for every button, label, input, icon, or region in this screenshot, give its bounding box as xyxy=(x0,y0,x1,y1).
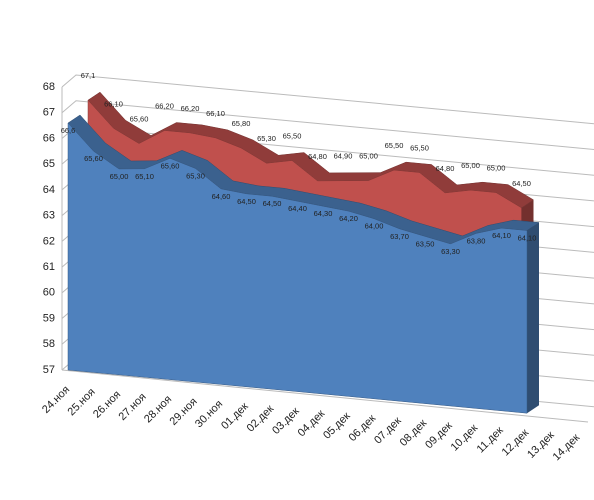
area-side xyxy=(527,222,539,414)
data-label: 64,00 xyxy=(365,222,384,231)
data-label: 64,40 xyxy=(288,204,307,213)
data-label: 65,00 xyxy=(110,172,129,181)
data-label: 65,00 xyxy=(359,152,378,161)
grid-line xyxy=(61,100,594,150)
data-label: 63,50 xyxy=(416,239,435,248)
data-label: 67,1 xyxy=(81,71,96,80)
data-label: 63,30 xyxy=(441,247,460,256)
data-label: 64,50 xyxy=(237,197,256,206)
y-tick-label: 64 xyxy=(43,184,55,196)
data-label: 65,60 xyxy=(130,115,149,124)
x-tick-label: 14.дек xyxy=(551,432,583,464)
y-tick-label: 58 xyxy=(43,338,55,350)
data-label: 66,10 xyxy=(104,99,123,108)
grid-line xyxy=(61,74,594,125)
data-label: 65,60 xyxy=(84,154,103,163)
data-label: 65,50 xyxy=(283,132,302,141)
y-tick-label: 66 xyxy=(43,132,55,144)
data-label: 65,60 xyxy=(161,161,180,170)
data-label: 64,80 xyxy=(308,152,327,161)
data-label: 64,30 xyxy=(314,209,333,218)
data-label: 65,30 xyxy=(186,171,205,180)
data-label: 66,20 xyxy=(155,101,174,110)
data-label: 64,60 xyxy=(212,192,231,201)
data-label: 64,50 xyxy=(512,179,531,188)
data-label: 66,6 xyxy=(61,126,76,135)
area xyxy=(67,122,528,414)
data-label: 65,50 xyxy=(410,144,429,153)
data-label: 65,00 xyxy=(461,161,480,170)
data-label: 66,10 xyxy=(206,109,225,118)
data-label: 64,10 xyxy=(518,234,537,243)
y-tick-label: 67 xyxy=(43,107,55,119)
y-tick-label: 62 xyxy=(43,235,55,247)
data-label: 64,50 xyxy=(263,199,282,208)
data-label: 66,20 xyxy=(181,104,200,113)
y-tick-label: 68 xyxy=(43,81,55,93)
data-label: 65,00 xyxy=(487,164,506,173)
y-tick-label: 59 xyxy=(43,312,55,324)
data-label: 65,80 xyxy=(232,119,251,128)
data-label: 64,90 xyxy=(334,152,353,161)
data-label: 65,50 xyxy=(385,141,404,150)
x-axis xyxy=(61,369,589,423)
data-label: 65,10 xyxy=(135,172,154,181)
data-label: 64,80 xyxy=(436,164,455,173)
data-label: 65,30 xyxy=(257,134,276,143)
data-label: 63,70 xyxy=(390,232,409,241)
data-label: 64,20 xyxy=(339,214,358,223)
data-label: 64,10 xyxy=(492,231,511,240)
y-tick-label: 63 xyxy=(43,210,55,222)
y-tick-label: 61 xyxy=(43,261,55,273)
data-label: 63,80 xyxy=(467,236,486,245)
y-tick-label: 57 xyxy=(43,364,55,376)
y-tick-label: 60 xyxy=(43,287,55,299)
y-tick-label: 65 xyxy=(43,158,55,170)
